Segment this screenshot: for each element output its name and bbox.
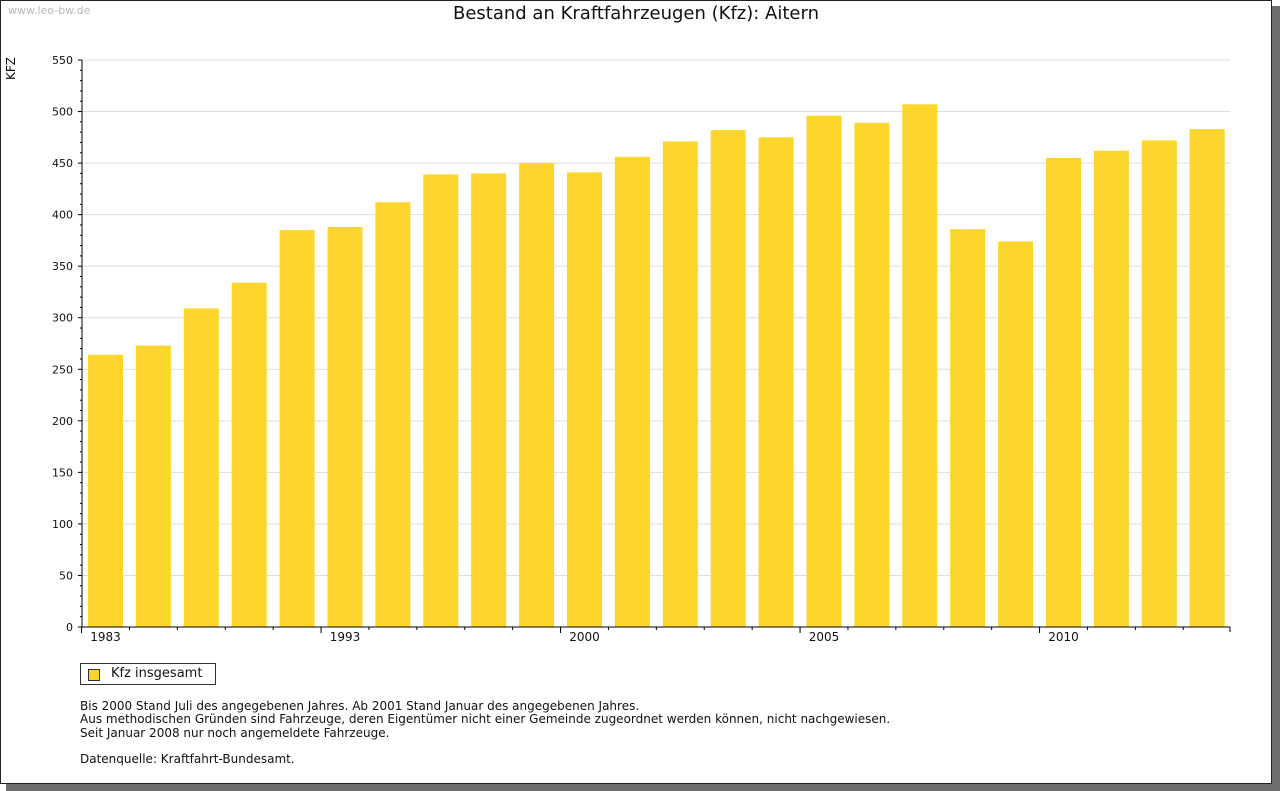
- y-tick-label: 300: [52, 312, 73, 325]
- y-tick-label: 450: [52, 157, 73, 170]
- legend: Kfz insgesamt: [80, 663, 216, 685]
- bar: [519, 163, 555, 627]
- bar: [375, 202, 411, 628]
- y-tick-label: 150: [52, 466, 73, 479]
- bar: [1093, 150, 1129, 627]
- bar: [1046, 157, 1081, 627]
- bar: [1189, 129, 1225, 627]
- footnote-line: Aus methodischen Gründen sind Fahrzeuge,…: [80, 712, 891, 727]
- x-tick-label: 2000: [569, 630, 600, 644]
- bar: [806, 115, 842, 627]
- bar: [1141, 140, 1177, 628]
- bar: [88, 354, 123, 627]
- data-source: Datenquelle: Kraftfahrt-Bundesamt.: [80, 752, 295, 766]
- bar: [854, 122, 890, 628]
- y-tick-label: 200: [52, 415, 73, 428]
- bar: [902, 104, 938, 627]
- bar: [183, 308, 219, 627]
- frame-shadow-right: [1272, 6, 1280, 791]
- y-tick-label: 500: [52, 106, 73, 119]
- frame-shadow-bottom: [6, 784, 1280, 791]
- x-tick-label: 1983: [90, 630, 121, 644]
- legend-swatch: [88, 669, 100, 681]
- x-tick-label: 2010: [1048, 630, 1079, 644]
- x-tick-label: 1993: [330, 630, 361, 644]
- bar: [998, 241, 1034, 627]
- grid-lines: [82, 59, 1230, 576]
- footnotes: Bis 2000 Stand Juli des angegebenen Jahr…: [80, 699, 891, 740]
- bar: [471, 173, 507, 627]
- bar: [614, 156, 650, 627]
- y-tick-label: 50: [59, 569, 73, 582]
- footnote-line: Bis 2000 Stand Juli des angegebenen Jahr…: [80, 699, 640, 713]
- y-tick-label: 550: [52, 54, 73, 67]
- axes: [78, 60, 1230, 628]
- bar: [950, 229, 986, 627]
- legend-label: Kfz insgesamt: [111, 666, 203, 681]
- y-tick-label: 400: [52, 209, 73, 222]
- y-tick-label: 0: [66, 621, 73, 634]
- footnote-line: Seit Januar 2008 nur noch angemeldete Fa…: [80, 725, 390, 740]
- bar: [327, 227, 363, 628]
- x-tick-label: 2005: [809, 630, 840, 644]
- bar: [231, 282, 267, 627]
- chart-title: Bestand an Kraftfahrzeugen (Kfz): Aitern: [452, 3, 819, 24]
- y-ticks: 0 50 100 150 200 250 300 350 400 450 500 550: [52, 54, 82, 634]
- x-ticks: 1983 1993 2000 2005 2010: [81, 627, 1231, 644]
- watermark: www.leo-bw.de: [8, 4, 91, 17]
- y-tick-label: 100: [52, 518, 73, 531]
- bars: [88, 104, 1225, 628]
- bar: [662, 141, 698, 627]
- bar: [567, 172, 602, 628]
- bar: [710, 130, 746, 628]
- y-tick-label: 250: [52, 363, 73, 376]
- bar: [135, 345, 171, 627]
- bar: [423, 174, 459, 627]
- bar: [758, 137, 794, 627]
- bar: [279, 230, 315, 627]
- y-tick-label: 350: [52, 260, 73, 273]
